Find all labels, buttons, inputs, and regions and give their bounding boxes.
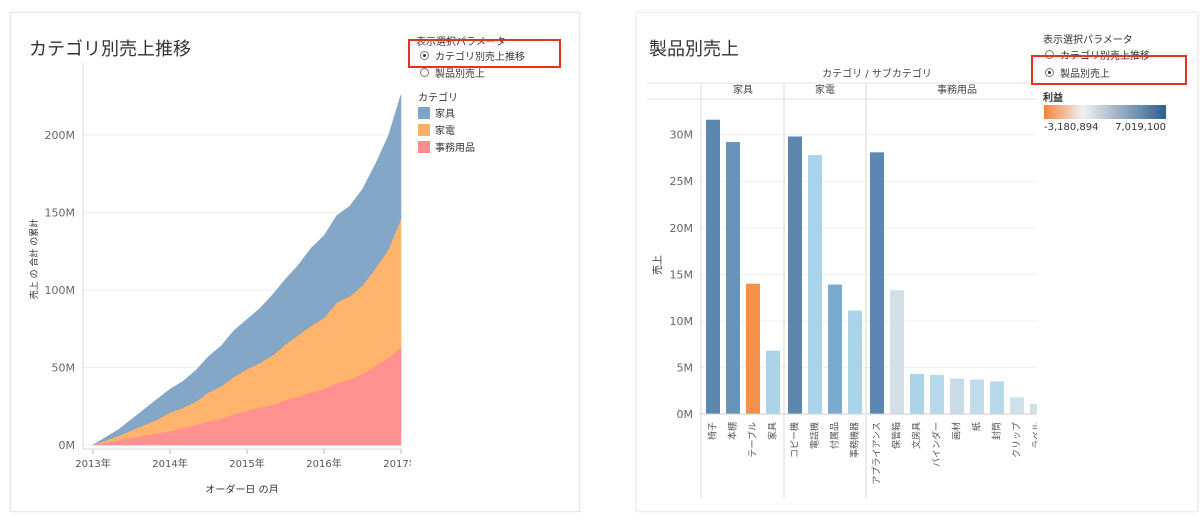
x-tick-label: 画材 — [951, 422, 963, 440]
y-tick-label: 0M — [59, 439, 76, 452]
legend-item-furniture[interactable]: 家具 — [418, 105, 455, 120]
x-tick-label: 本棚 — [727, 422, 739, 440]
radio-label: 製品別売上 — [1060, 69, 1110, 80]
group-label: 家具 — [733, 83, 753, 96]
radio-button-icon — [420, 51, 429, 60]
legend-swatch — [418, 123, 430, 136]
group-label: 事務用品 — [937, 83, 977, 96]
x-tick-label: 家具 — [767, 422, 779, 440]
x-tick-label: アプライアンス — [872, 422, 883, 484]
x-tick-label: 2014年 — [152, 457, 187, 470]
y-axis-title: 売上 — [651, 255, 664, 275]
group-label: 家電 — [815, 83, 835, 96]
bar-クリップ — [1010, 397, 1024, 414]
area-series-家具 — [92, 94, 402, 446]
y-tick-label: 25M — [670, 175, 694, 188]
x-tick-label: クリップ — [1012, 422, 1023, 458]
radio-product-sales[interactable]: 製品別売上 — [420, 65, 485, 80]
category-sales-trend-panel: カテゴリ別売上推移 0M 50M 100M 150M 200M 2013年 2014年 201… — [10, 12, 580, 512]
bar-ラベル — [1030, 403, 1037, 414]
radio-button-icon — [1045, 68, 1054, 77]
y-tick-label: 150M — [45, 207, 76, 220]
column-header: カテゴリ / サブカテゴリ — [822, 67, 932, 80]
color-gradient-bar[interactable] — [1044, 105, 1166, 119]
bar-アプライアンス — [870, 152, 884, 414]
bar-家具 — [766, 350, 780, 414]
area-chart: 0M 50M 100M 150M 200M 2013年 2014年 2015年 2016年 201… — [28, 63, 411, 493]
color-legend-title: 利益 — [1043, 93, 1063, 104]
x-tick-label: 紙 — [971, 422, 983, 431]
x-tick-label: 付属品 — [830, 422, 841, 449]
bar-紙 — [970, 379, 984, 414]
y-tick-label: 20M — [670, 222, 694, 235]
x-tick-label: 椅子 — [707, 422, 719, 440]
x-tick-label: バインダー — [931, 422, 943, 467]
bar-テーブル — [746, 283, 760, 414]
y-tick-label: 0M — [677, 408, 694, 421]
left-parameter-title: 表示選択パラメータ — [416, 37, 506, 48]
legend-item-electronics[interactable]: 家電 — [418, 122, 455, 137]
radio-label: カテゴリ別売上推移 — [435, 52, 525, 63]
legend-swatch — [418, 140, 430, 153]
y-tick-label: 100M — [45, 284, 76, 297]
bar-画材 — [950, 378, 964, 414]
product-sales-panel: 製品別売上 カテゴリ / サブカテゴリ 0M 5M 10M 15M 20M 25M 30M 売上… — [636, 12, 1198, 512]
radio-product-sales[interactable]: 製品別売上 — [1045, 65, 1110, 80]
bar-事務機器 — [848, 310, 862, 414]
color-legend-max: 7,019,100 — [1115, 122, 1166, 133]
bar-椅子 — [706, 119, 720, 414]
right-parameter-title: 表示選択パラメータ — [1043, 35, 1133, 46]
x-tick-label: コピー機 — [789, 422, 801, 458]
y-tick-label: 200M — [45, 129, 76, 142]
radio-button-icon — [420, 68, 429, 77]
x-tick-label: 電話機 — [809, 422, 821, 449]
bar-付属品 — [828, 284, 842, 414]
color-legend-min: -3,180,894 — [1044, 122, 1099, 133]
right-chart-title: 製品別売上 — [649, 39, 739, 60]
y-tick-label: 30M — [670, 129, 694, 142]
legend-swatch — [418, 106, 430, 119]
y-tick-label: 50M — [52, 362, 76, 375]
x-tick-label: 封筒 — [991, 422, 1003, 440]
radio-label: 製品別売上 — [435, 69, 485, 80]
bar-本棚 — [726, 142, 740, 414]
bar-封筒 — [990, 381, 1004, 414]
highlight-box-left — [408, 39, 561, 68]
x-tick-label: 2013年 — [75, 457, 110, 470]
y-tick-label: 15M — [670, 268, 694, 281]
x-tick-label: ラベル — [1032, 422, 1038, 449]
radio-button-icon — [1045, 50, 1054, 59]
legend-title: カテゴリ — [418, 93, 458, 104]
bar-バインダー — [930, 374, 944, 414]
y-axis-title: 売上 の 合計 の累計 — [28, 219, 40, 300]
x-tick-label: 2016年 — [306, 457, 341, 470]
bar-電話機 — [808, 155, 822, 415]
bar-文房具 — [910, 373, 924, 414]
legend-item-office[interactable]: 事務用品 — [418, 139, 475, 154]
y-tick-label: 10M — [670, 315, 694, 328]
bar-コピー機 — [788, 136, 802, 415]
x-tick-label: 事務機器 — [849, 422, 861, 458]
x-axis-title: オーダー日 の月 — [205, 483, 278, 493]
legend-label: 家電 — [435, 126, 455, 137]
left-chart-title: カテゴリ別売上推移 — [29, 39, 191, 60]
x-tick-label: テーブル — [747, 422, 759, 457]
highlight-box-right — [1031, 55, 1187, 85]
x-tick-label: 文房具 — [911, 422, 923, 449]
legend-label: 家具 — [435, 109, 455, 120]
radio-category-trend[interactable]: カテゴリ別売上推移 — [420, 48, 525, 63]
bar-保管箱 — [890, 290, 904, 414]
x-tick-label: 2017年 — [383, 457, 411, 470]
legend-label: 事務用品 — [435, 143, 475, 154]
x-tick-label: 2015年 — [229, 457, 264, 470]
y-tick-label: 5M — [677, 361, 694, 374]
x-tick-label: 保管箱 — [891, 422, 903, 449]
